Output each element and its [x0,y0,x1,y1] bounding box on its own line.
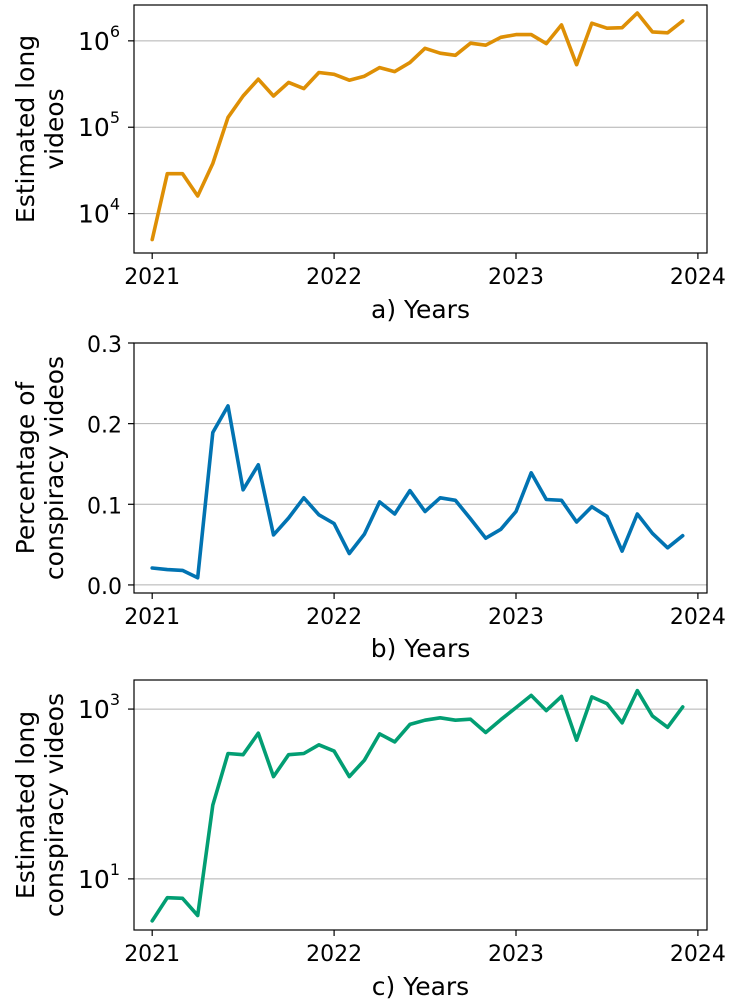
plot-frame [133,342,708,594]
y-tick-base: 10 [78,27,110,56]
x-tick-label: 2024 [670,605,726,630]
panel-2: 2021 2022 2023 2024 0.0 0.1 0.2 0.3 b) Years Perc… [11,333,726,663]
plot-frame [133,679,708,931]
y-tick-exponent: 5 [110,108,120,127]
x-axis-label: a) Years [371,295,470,324]
y-tick-exponent: 4 [110,195,120,214]
y-axis-label: Percentage ofconspiracy videos [11,356,69,580]
y-tick-base: 10 [78,865,110,894]
x-tick-label: 2022 [306,265,362,290]
y-tick-label: 103 [78,690,120,724]
x-axis-label: b) Years [371,634,471,663]
y-tick-label: 0.2 [87,414,122,439]
y-tick-label: 0.0 [87,575,122,600]
x-tick-label: 2023 [488,605,544,630]
y-tick-label: 0.3 [87,333,122,358]
x-tick-label: 2022 [306,942,362,967]
series-line [150,404,685,580]
y-tick-exponent: 3 [110,690,120,709]
x-tick-label: 2021 [124,265,180,290]
x-tick-label: 2024 [670,942,726,967]
y-axis-label: Estimated longvideos [11,35,69,223]
y-tick-label: 0.1 [87,494,122,519]
x-axis-label: c) Years [372,972,469,1001]
y-tick-label: 105 [78,108,120,142]
plot-frame [133,4,708,254]
y-axis-label-line: conspiracy videos [40,356,69,580]
y-tick-exponent: 1 [110,860,120,879]
x-tick-label: 2024 [670,265,726,290]
y-axis-label-line: Estimated long [11,35,40,223]
y-tick-exponent: 6 [110,22,120,41]
series-line [150,688,685,923]
y-tick-base: 10 [78,695,110,724]
y-tick-base: 10 [78,113,110,142]
y-axis-label-line: conspiracy videos [40,693,69,917]
y-tick-base: 10 [78,200,110,229]
y-tick-label: 106 [78,22,120,56]
x-tick-label: 2021 [124,605,180,630]
y-axis-label-line: videos [40,88,69,169]
y-axis-label-line: Estimated long [11,711,40,899]
y-axis-label: Estimated longconspiracy videos [11,693,69,917]
x-tick-label: 2022 [306,605,362,630]
x-tick-label: 2021 [124,942,180,967]
x-tick-label: 2023 [488,942,544,967]
x-tick-label: 2023 [488,265,544,290]
y-tick-label: 104 [78,195,120,229]
series-line [150,11,685,242]
y-axis-label-line: Percentage of [11,380,40,554]
y-tick-label: 101 [78,860,120,894]
